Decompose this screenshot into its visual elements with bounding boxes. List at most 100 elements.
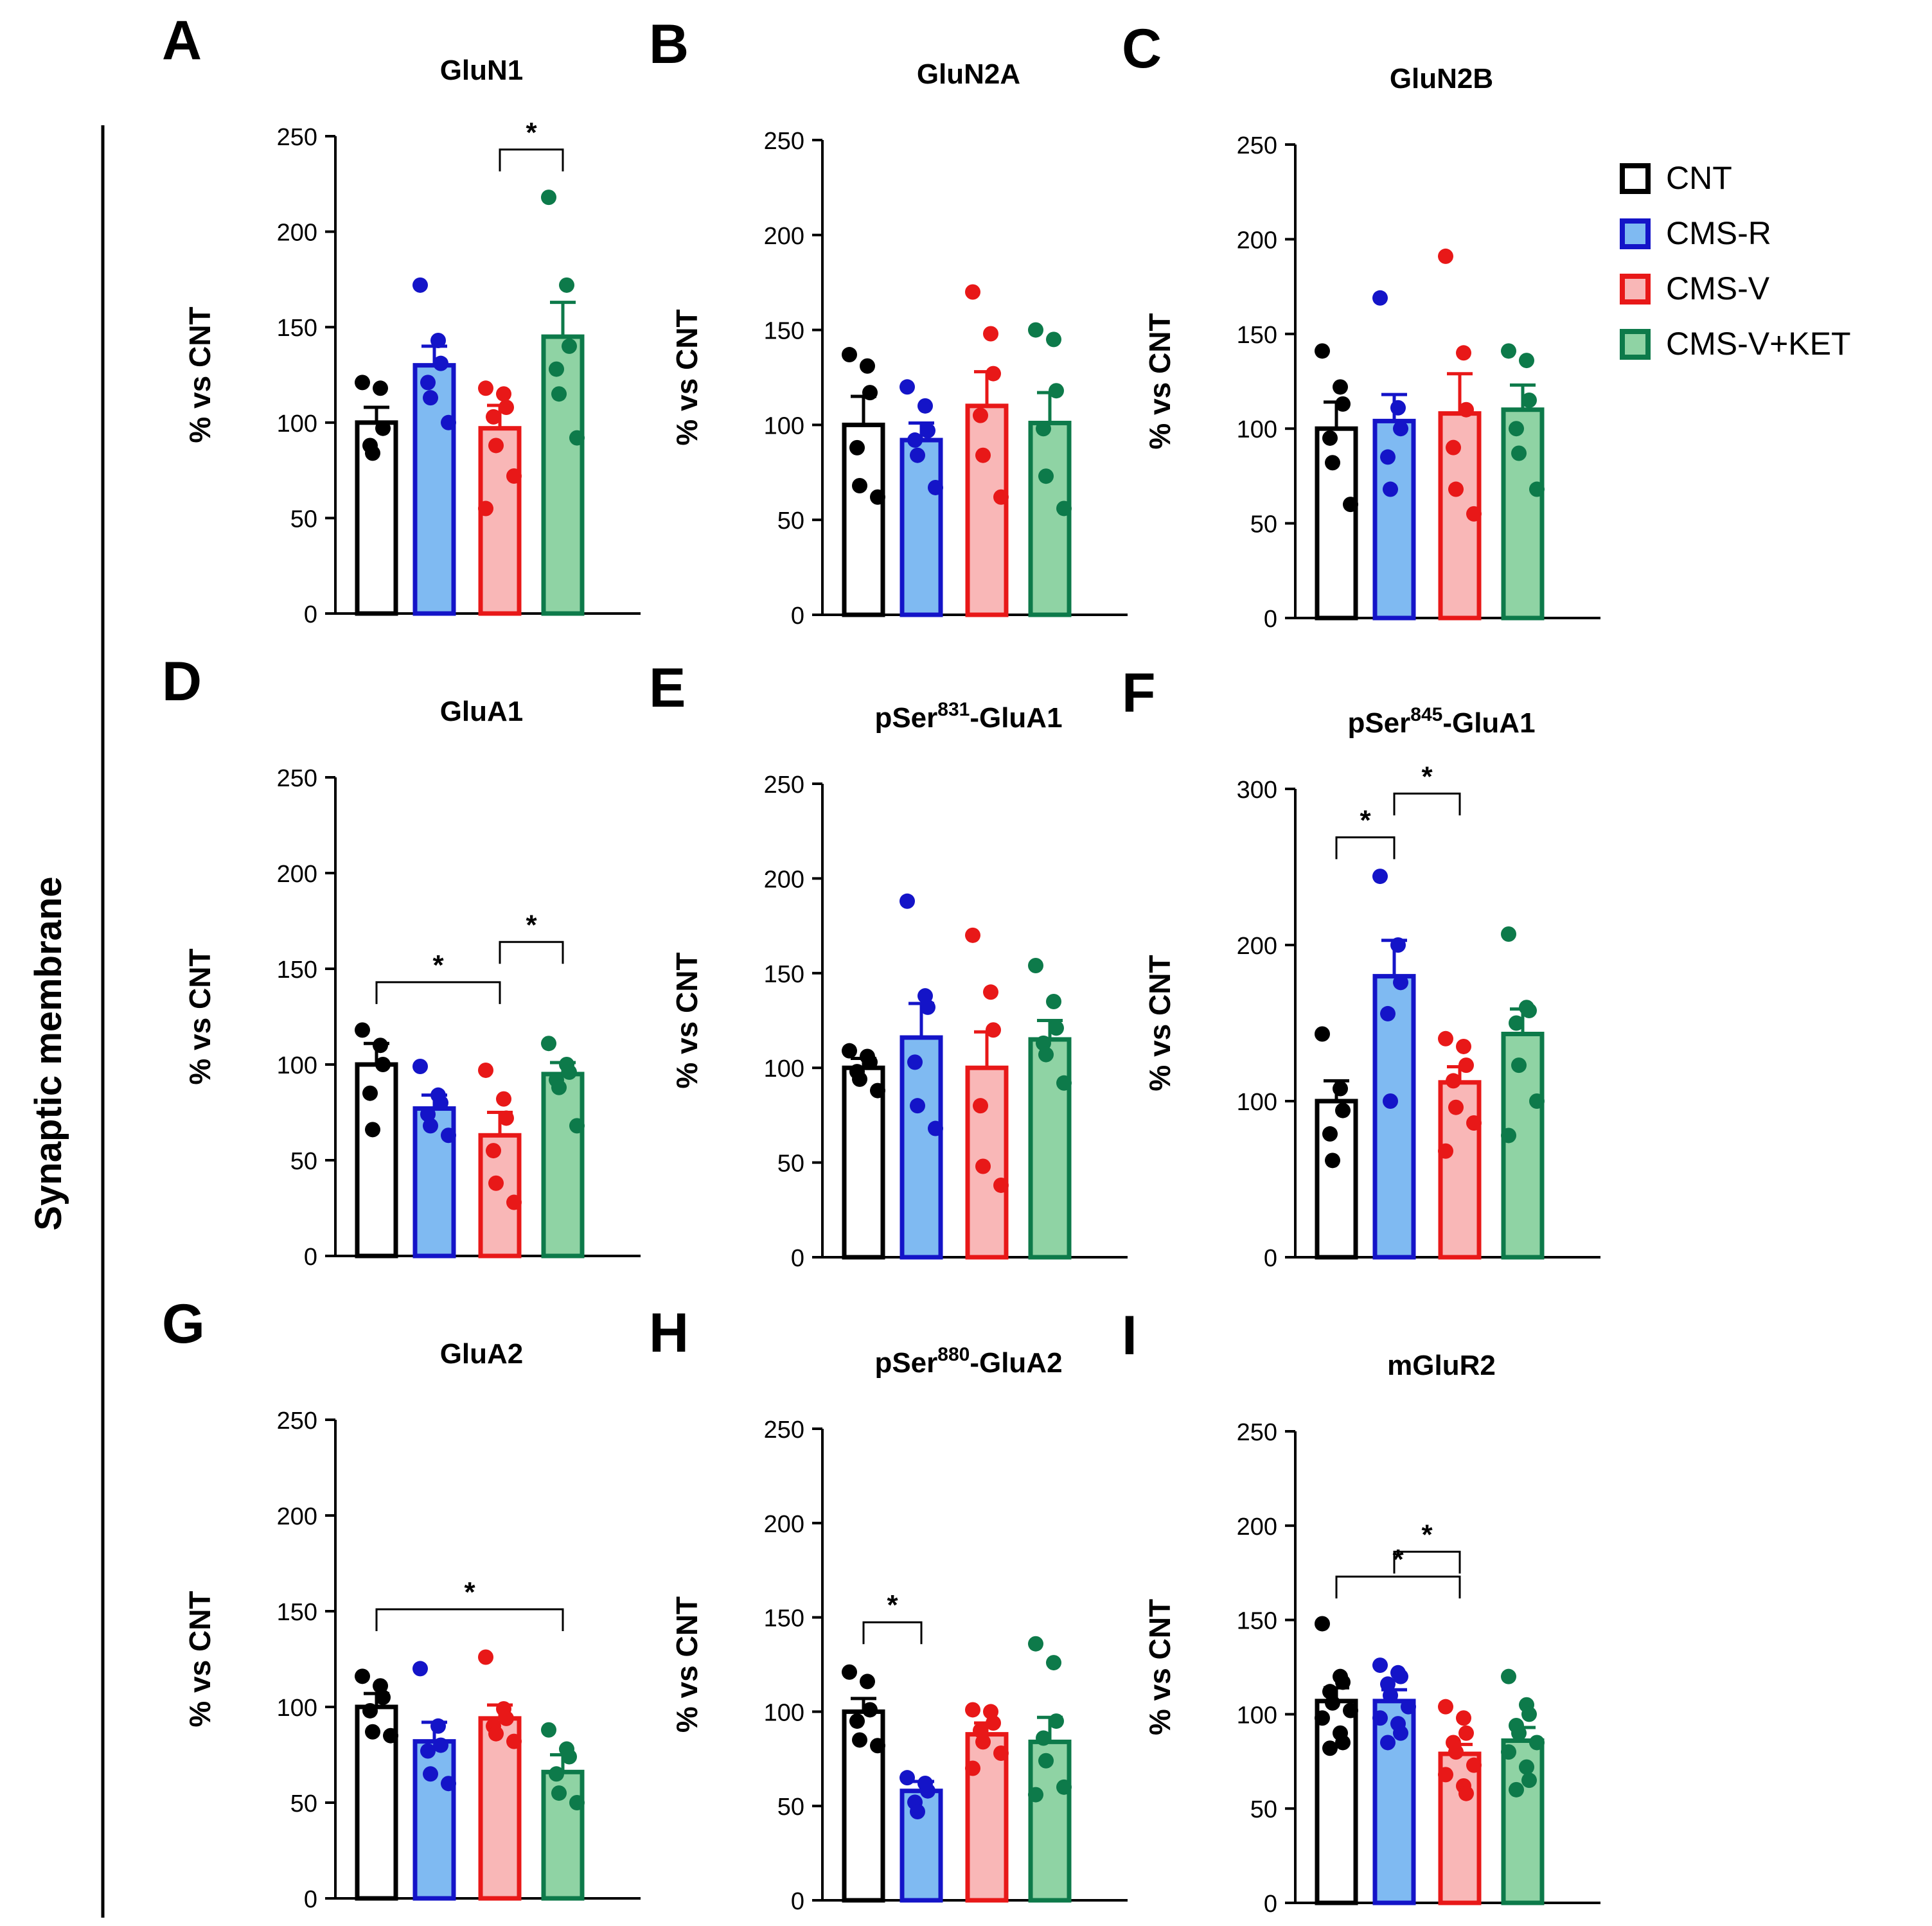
y-tick-label: 150 xyxy=(277,957,317,984)
bar-cnt xyxy=(1315,1099,1358,1260)
y-tick-label: 100 xyxy=(764,1699,804,1726)
panel-letter: G xyxy=(162,1293,205,1355)
data-point xyxy=(1028,322,1043,338)
panel-letter: H xyxy=(649,1302,689,1364)
y-tick-label: 50 xyxy=(777,1151,804,1178)
y-tick-label: 200 xyxy=(764,866,804,893)
data-point xyxy=(362,1085,378,1101)
data-point xyxy=(860,1674,875,1690)
legend-label: CMS-V xyxy=(1666,270,1770,306)
bar-cms-r xyxy=(900,1035,943,1260)
data-point xyxy=(1509,421,1524,437)
significance-bracket xyxy=(375,1608,564,1632)
data-point xyxy=(1458,1785,1474,1801)
data-point xyxy=(910,447,925,463)
data-point xyxy=(1335,396,1351,412)
y-axis-label: % vs CNT xyxy=(670,1596,704,1733)
data-point xyxy=(1466,506,1482,522)
data-point xyxy=(478,1062,493,1078)
data-point xyxy=(910,1804,925,1820)
y-tick-label: 250 xyxy=(1237,1419,1277,1446)
bar-cms-r xyxy=(1372,974,1416,1260)
y-tick-label: 50 xyxy=(777,1794,804,1821)
bar-cms-r xyxy=(412,1739,456,1901)
data-point xyxy=(1028,958,1043,974)
significance-bracket xyxy=(1335,1575,1461,1599)
data-point xyxy=(420,375,436,391)
data-point xyxy=(506,1733,522,1749)
data-point xyxy=(1036,1730,1051,1746)
data-point xyxy=(1521,1003,1537,1019)
y-axis-label: % vs CNT xyxy=(183,1591,217,1727)
data-point xyxy=(562,1749,577,1765)
data-point xyxy=(549,361,564,377)
data-point xyxy=(1438,1699,1453,1715)
data-point xyxy=(433,1095,448,1111)
data-point xyxy=(1380,1005,1396,1021)
data-point xyxy=(1372,1657,1388,1674)
side-label: Synaptic membrane xyxy=(28,876,69,1230)
bar-cms-v-ket xyxy=(1028,1037,1072,1260)
data-point xyxy=(1438,248,1453,264)
y-tick-label: 50 xyxy=(1250,511,1277,538)
data-point xyxy=(412,277,428,293)
data-point xyxy=(551,1079,567,1095)
data-point xyxy=(1458,402,1474,418)
data-point xyxy=(1380,449,1396,465)
data-point xyxy=(973,1098,988,1114)
chart-title: GluA2 xyxy=(440,1338,524,1370)
panel-letter: D xyxy=(162,651,202,712)
data-point xyxy=(1511,445,1527,461)
significance-bracket xyxy=(1335,836,1396,860)
significance-star: * xyxy=(464,1577,475,1608)
significance-star: * xyxy=(432,950,444,981)
data-point xyxy=(1049,383,1064,399)
data-point xyxy=(1343,1702,1358,1718)
data-point xyxy=(1458,1057,1474,1073)
data-point xyxy=(506,468,522,484)
data-point xyxy=(1393,421,1408,437)
y-tick-label: 0 xyxy=(304,601,317,628)
panel-a: A GluN1 % vs CNT 0 50 100 150 200 250 * xyxy=(162,10,641,628)
legend-swatch xyxy=(1620,163,1651,194)
chart-title: GluN2A xyxy=(917,58,1020,90)
significance-bracket xyxy=(499,941,564,964)
bar-cnt xyxy=(842,1065,885,1260)
data-point xyxy=(1501,1127,1516,1144)
data-point xyxy=(1315,343,1330,359)
data-point xyxy=(373,1678,388,1694)
data-point xyxy=(365,445,380,461)
data-point xyxy=(430,1718,446,1734)
data-point xyxy=(1458,1725,1474,1741)
data-point xyxy=(1322,430,1338,446)
y-tick-label: 250 xyxy=(277,765,317,792)
bar-cms-v xyxy=(965,403,1009,617)
data-point xyxy=(1333,379,1348,395)
y-tick-label: 50 xyxy=(777,508,804,535)
panel-letter: B xyxy=(649,13,689,75)
data-point xyxy=(541,1036,556,1052)
data-point xyxy=(1049,1020,1064,1036)
chart-title: mGluR2 xyxy=(1387,1350,1496,1381)
data-point xyxy=(1501,1668,1516,1684)
y-tick-label: 100 xyxy=(1237,1702,1277,1729)
chart-title: GluA1 xyxy=(440,696,524,727)
data-point xyxy=(965,1760,980,1776)
data-point xyxy=(842,347,857,363)
y-axis-label: % vs CNT xyxy=(1143,955,1176,1091)
data-point xyxy=(975,1734,991,1750)
data-point xyxy=(1372,869,1388,885)
chart-title: GluN2B xyxy=(1390,63,1493,94)
data-point xyxy=(849,1713,865,1729)
y-axis-label: % vs CNT xyxy=(183,306,217,443)
data-point xyxy=(1049,1713,1064,1729)
y-tick-label: 50 xyxy=(290,1790,317,1817)
data-point xyxy=(1438,1767,1453,1783)
data-point xyxy=(860,358,875,374)
data-point xyxy=(549,1766,564,1782)
data-point xyxy=(499,1710,514,1726)
significance-star: * xyxy=(1421,761,1433,792)
data-point xyxy=(569,1118,585,1134)
y-tick-label: 250 xyxy=(764,772,804,799)
